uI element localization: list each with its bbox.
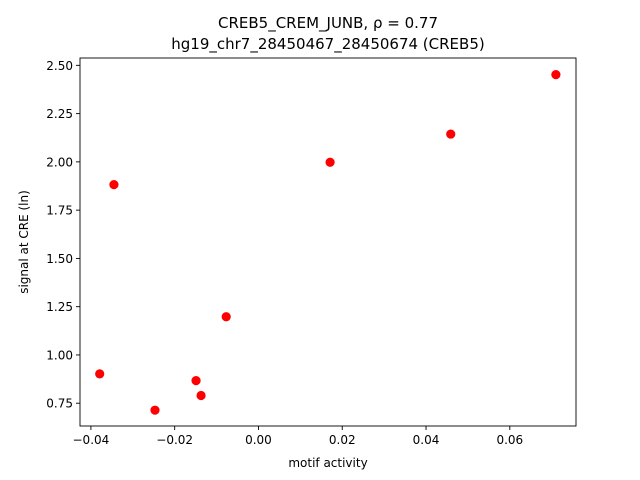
x-tick-label: 0.02 xyxy=(329,433,356,447)
data-point xyxy=(191,376,201,386)
y-axis-label: signal at CRE (ln) xyxy=(17,190,31,294)
chart-title-line1: CREB5_CREM_JUNB, ρ = 0.77 xyxy=(218,14,438,33)
data-point xyxy=(196,390,206,401)
x-tick-label: 0.04 xyxy=(413,433,440,447)
y-tick-label: 1.25 xyxy=(46,300,73,314)
y-tick-label: 1.50 xyxy=(46,252,73,266)
x-axis-label: motif activity xyxy=(288,456,367,470)
x-tick-label: 0.00 xyxy=(245,433,272,447)
data-point xyxy=(446,129,456,139)
y-tick-label: 2.50 xyxy=(46,59,73,73)
data-point xyxy=(109,180,119,190)
y-tick-label: 2.00 xyxy=(46,155,73,169)
plot-frame xyxy=(79,57,577,427)
data-point xyxy=(95,369,105,379)
data-point xyxy=(221,312,231,322)
data-point xyxy=(325,157,335,167)
plot-area: −0.04 −0.02 0.00 0.02 0.04 0.06 0.75 1.00 1.25 1.… xyxy=(46,57,577,447)
chart-title-line2: hg19_chr7_28450467_28450674 (CREB5) xyxy=(171,35,484,54)
y-tick-label: 1.75 xyxy=(46,204,73,218)
x-tick-label: −0.04 xyxy=(73,433,110,447)
y-tick-label: 2.25 xyxy=(46,107,73,121)
x-tick-label: 0.06 xyxy=(496,433,523,447)
x-tick-label: −0.02 xyxy=(156,433,193,447)
data-point xyxy=(150,405,160,415)
data-point xyxy=(551,70,561,80)
y-tick-label: 0.75 xyxy=(46,397,73,411)
y-tick-label: 1.00 xyxy=(46,348,73,362)
